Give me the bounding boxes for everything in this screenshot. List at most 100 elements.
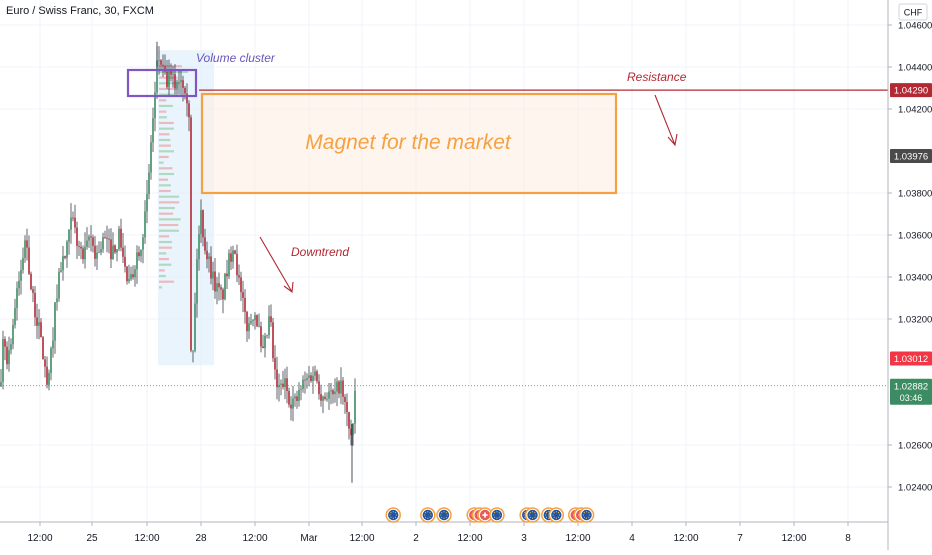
candle (76, 221, 78, 260)
candle-body (238, 275, 240, 278)
resistance-label: Resistance (627, 70, 687, 84)
drawings[interactable] (0, 68, 888, 387)
candle (40, 318, 42, 338)
candle-body (306, 377, 308, 380)
eu-star (552, 514, 554, 516)
candle-body (48, 373, 50, 385)
candle-body (318, 381, 320, 395)
volume-profile-bar (159, 70, 188, 74)
time-tick-label: 4 (629, 533, 635, 544)
candle (284, 368, 286, 400)
candles[interactable] (0, 41, 356, 483)
candle-body (332, 390, 334, 395)
volume-profile-bar (159, 218, 181, 221)
eu-star (545, 514, 547, 516)
eu-event-icon[interactable] (420, 507, 436, 523)
candle-body (156, 60, 158, 93)
candle-body (96, 252, 98, 259)
candle (252, 319, 254, 327)
candle-body (186, 93, 188, 104)
eu-star (427, 517, 429, 519)
eu-star (553, 516, 555, 518)
candle (212, 261, 214, 291)
candle-body (266, 335, 268, 336)
candle-body (202, 210, 204, 238)
candle-body (218, 283, 220, 288)
eu-star (496, 511, 498, 513)
price-label: 1.03976 (894, 152, 928, 163)
candle (182, 75, 184, 102)
time-tick-label: 12:00 (565, 533, 590, 544)
magnet-label: Magnet for the market (305, 131, 512, 154)
candle (106, 225, 108, 253)
candle (290, 396, 292, 421)
eu-event-icon[interactable] (489, 507, 505, 523)
candle (38, 309, 40, 340)
candle-body (10, 344, 12, 351)
eu-star (529, 512, 531, 514)
candle-body (342, 380, 344, 397)
candle-body (246, 311, 248, 332)
candle (244, 289, 246, 324)
candle-body (212, 271, 214, 279)
candle-body (116, 249, 118, 253)
candle-body (56, 298, 58, 303)
candle-body (72, 217, 74, 219)
holiday-event-icon[interactable] (477, 507, 493, 523)
candle-body (340, 380, 342, 394)
candle-body (136, 252, 138, 270)
candle-body (300, 389, 302, 390)
candle (218, 272, 220, 301)
candle (268, 305, 270, 339)
candle (276, 356, 278, 400)
price-axis[interactable]: 1.04600 1.04400 1.04200 1.03800 1.03600 1.034… (887, 0, 932, 550)
candle-body (250, 321, 252, 324)
candle-body (304, 379, 306, 381)
chart-title: Euro / Swiss Franc, 30, FXCM (6, 5, 154, 17)
candle (336, 377, 338, 407)
eu-star (441, 512, 443, 514)
eu-star (545, 516, 548, 518)
time-axis[interactable]: 12:00 25 12:00 28 12:00 Mar 12:00 2 12:00 3 12:00 4… (0, 521, 888, 544)
eu-star (390, 516, 392, 518)
volume-profile-bar (159, 144, 171, 147)
candle (18, 271, 20, 296)
eu-event-icon[interactable] (548, 507, 565, 523)
event-markers[interactable] (385, 507, 595, 523)
volume-profile (159, 65, 188, 289)
candle (118, 225, 120, 252)
candle-body (290, 404, 292, 409)
candle-body (112, 245, 114, 260)
candle (230, 246, 232, 270)
volume-profile-bar (159, 127, 174, 130)
candle (338, 380, 340, 399)
candle (280, 379, 282, 396)
candle (110, 228, 112, 269)
eu-star (532, 511, 534, 513)
candle (170, 63, 172, 82)
eu-event-icon[interactable] (578, 507, 595, 523)
price-label: 1.04290 (894, 86, 928, 97)
candle (8, 336, 10, 372)
price-label-box (890, 149, 932, 164)
candle (166, 59, 168, 89)
candle (146, 180, 148, 224)
eu-event-icon[interactable] (524, 507, 541, 523)
candle (78, 240, 80, 256)
candle-body (224, 273, 226, 300)
candle-body (38, 322, 40, 326)
candle-body (194, 303, 196, 351)
currency-box[interactable] (898, 3, 928, 21)
eu-event-icon[interactable] (436, 507, 452, 523)
eu-star (582, 514, 584, 516)
eu-star (583, 512, 585, 514)
candle (20, 259, 22, 295)
eu-star (545, 512, 548, 514)
eu-event-icon[interactable] (385, 507, 401, 523)
candle-body (14, 307, 16, 326)
candle-body (348, 412, 350, 429)
candle (12, 318, 14, 350)
candle-body (104, 237, 106, 238)
eu-star (443, 511, 445, 513)
